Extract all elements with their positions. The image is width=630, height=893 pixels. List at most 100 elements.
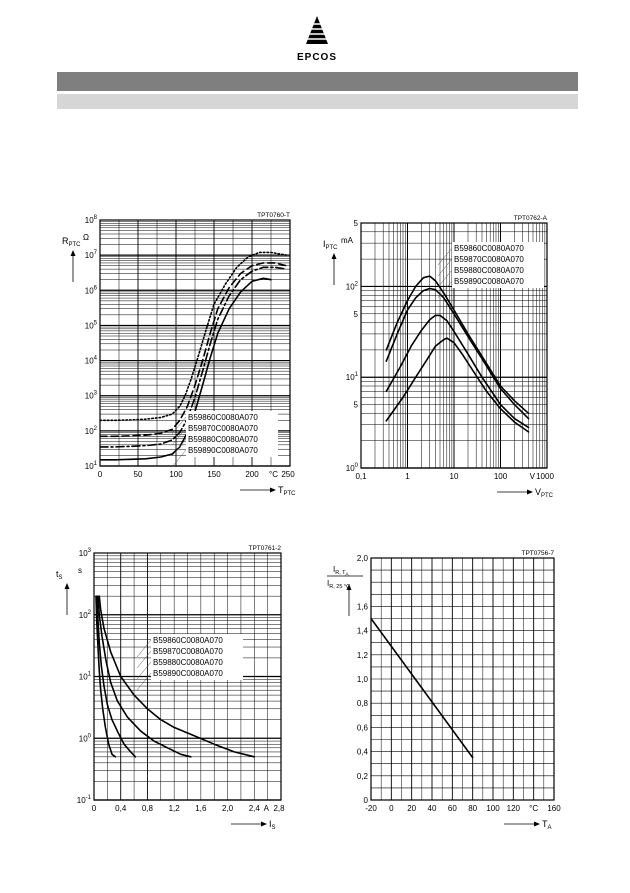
x-tick-label: 60 (448, 804, 457, 813)
chart-id: TPT0756-7 (521, 550, 554, 557)
y-tick-label: 5 (354, 310, 359, 319)
legend-entry: B59860C0080A070 (153, 636, 223, 645)
legend-box (186, 411, 278, 457)
y-axis-arrowhead (346, 584, 352, 590)
plot-frame (370, 557, 555, 801)
legend-entry: B59880C0080A070 (188, 435, 258, 444)
x-tick-label: 160 (547, 804, 561, 813)
y-tick-label: 10-1 (77, 795, 92, 805)
x-axis-label: TPTC (278, 485, 296, 497)
legend-entry: B59880C0080A070 (454, 266, 524, 275)
x-tick-label: 10 (450, 472, 459, 481)
x-tick-label: 0 (92, 804, 97, 813)
x-tick-label: 120 (507, 804, 521, 813)
y-tick-label: 2,0 (357, 554, 369, 563)
y-tick-label: 102 (79, 610, 92, 620)
y-axis-label: RPTC (62, 236, 81, 248)
series-line (100, 262, 288, 438)
series-line (385, 337, 530, 433)
legend-leader (437, 269, 453, 288)
x-tick-label: 2,4 (249, 804, 261, 813)
y-unit-label: mA (341, 236, 354, 245)
legend-entry: B59870C0080A070 (153, 647, 223, 656)
y-tick-label: 5 (354, 219, 359, 228)
x-unit-label: °C (269, 470, 278, 479)
legend-leader (136, 672, 152, 691)
y-tick-label: 1,4 (357, 627, 369, 636)
y-tick-label: 102 (85, 426, 98, 436)
y-tick-label: 100 (346, 463, 359, 473)
series-line (385, 275, 530, 415)
plot-frame (360, 222, 548, 469)
y-tick-label: 5 (354, 401, 359, 410)
x-unit-label: V (530, 472, 536, 481)
series-line (95, 595, 117, 758)
x-tick-label: 250 (281, 470, 295, 479)
legend-entry: B59870C0080A070 (188, 424, 258, 433)
x-axis-label: TA (542, 819, 552, 831)
header-bar-light (57, 94, 578, 109)
y-tick-label: 0,4 (357, 748, 369, 757)
brand-text: EPCOS (297, 52, 337, 63)
y-tick-label: 0,2 (357, 772, 369, 781)
x-tick-label: 50 (134, 470, 143, 479)
y-tick-label: 103 (79, 548, 92, 558)
legend-leader (437, 280, 453, 299)
y-tick-label: 103 (85, 391, 98, 401)
x-tick-label: 1,2 (169, 804, 181, 813)
x-tick-label: 0,4 (115, 804, 127, 813)
plot-frame (93, 552, 282, 801)
x-tick-label: 150 (207, 470, 221, 479)
x-tick-label: 0,8 (142, 804, 154, 813)
series-line (100, 251, 288, 422)
y-tick-label: 0,6 (357, 723, 369, 732)
y-tick-label: 1,6 (357, 602, 369, 611)
legend-entry: B59860C0080A070 (454, 244, 524, 253)
x-tick-label: 20 (407, 804, 416, 813)
y-label-denominator: IR, 25 °C (327, 579, 350, 590)
y-axis-label: IPTC (323, 239, 338, 251)
chart-id: TPT0762-A (514, 215, 548, 222)
plot-frame (99, 219, 291, 467)
series-line (98, 595, 256, 758)
legend-entry: B59890C0080A070 (454, 277, 524, 286)
x-tick-label: 1,6 (195, 804, 207, 813)
y-tick-label: 104 (85, 356, 98, 366)
x-tick-label: 0 (389, 804, 394, 813)
y-unit-label: Ω (83, 233, 89, 242)
series-line (100, 266, 288, 448)
x-tick-label: 2,0 (222, 804, 234, 813)
x-tick-label: 1 (405, 472, 410, 481)
y-tick-label: 101 (79, 672, 92, 682)
series-group (371, 617, 474, 759)
legend-entry: B59880C0080A070 (153, 658, 223, 667)
y-tick-label: 0 (364, 796, 369, 805)
series-line (385, 287, 530, 420)
x-tick-label: 0 (98, 470, 103, 479)
grid (370, 557, 555, 801)
legend-leader (171, 449, 187, 468)
y-tick-label: 107 (85, 250, 98, 260)
y-tick-label: 106 (85, 285, 98, 295)
x-tick-label: -20 (365, 804, 377, 813)
y-tick-label: 105 (85, 320, 98, 330)
y-tick-label: 1,2 (357, 651, 369, 660)
x-tick-label: 2,8 (273, 804, 285, 813)
legend-leader (171, 438, 187, 457)
legend-box (452, 242, 544, 288)
x-unit-label: A (264, 804, 270, 813)
x-axis-arrowhead (534, 821, 540, 827)
x-tick-label: 1000 (536, 472, 554, 481)
y-axis-label: tS (56, 569, 63, 581)
series-line (385, 314, 530, 429)
x-tick-label: °C (529, 804, 538, 813)
legend-entry: B59890C0080A070 (188, 446, 258, 455)
y-tick-label: 1,0 (357, 675, 369, 684)
y-tick-label: 101 (346, 372, 359, 382)
x-axis-label: IS (269, 819, 276, 831)
x-tick-label: 80 (468, 804, 477, 813)
series-group (95, 595, 256, 758)
